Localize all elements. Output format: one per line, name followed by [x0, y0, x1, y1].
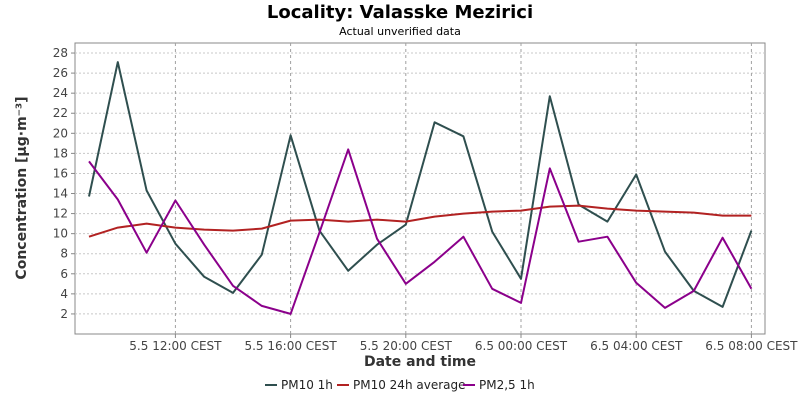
x-tick-label: 5.5 16:00 CEST — [244, 339, 337, 353]
legend-label: PM2,5 1h — [479, 378, 535, 392]
y-tick-label: 24 — [53, 86, 68, 100]
y-tick-label: 22 — [53, 106, 68, 120]
y-tick-label: 26 — [53, 66, 68, 80]
y-tick-label: 28 — [53, 46, 68, 60]
y-tick-label: 14 — [53, 187, 68, 201]
y-tick-label: 2 — [60, 307, 68, 321]
y-axis-label: Concentration [µg·m⁻³] — [14, 96, 30, 279]
x-tick-label: 6.5 04:00 CEST — [590, 339, 683, 353]
series-line-0 — [88, 61, 753, 308]
legend-label: PM10 24h average — [353, 378, 466, 392]
x-tick-label: 5.5 20:00 CEST — [360, 339, 453, 353]
y-tick-label: 12 — [53, 207, 68, 221]
series-layer — [88, 61, 753, 315]
x-ticks: 5.5 12:00 CEST 5.5 16:00 CEST 5.5 20:00 CE… — [129, 334, 798, 353]
x-tick-label: 5.5 12:00 CEST — [129, 339, 222, 353]
y-tick-label: 18 — [53, 146, 68, 160]
x-axis-label: Date and time — [364, 354, 476, 370]
y-tick-label: 20 — [53, 126, 68, 140]
legend: PM10 1h PM10 24h average PM2,5 1h — [265, 378, 535, 392]
y-tick-label: 16 — [53, 166, 68, 180]
series-line-2 — [88, 148, 753, 315]
legend-label: PM10 1h — [281, 378, 333, 392]
series-line-1 — [88, 204, 752, 238]
chart-subtitle: Actual unverified data — [339, 25, 461, 38]
y-tick-label: 4 — [60, 287, 68, 301]
chart-title: Locality: Valasske Mezirici — [267, 2, 533, 23]
y-tick-label: 10 — [53, 227, 68, 241]
y-tick-label: 6 — [60, 267, 68, 281]
y-tick-label: 8 — [60, 247, 68, 261]
x-tick-label: 6.5 08:00 CEST — [705, 339, 798, 353]
x-tick-label: 6.5 00:00 CEST — [475, 339, 568, 353]
plot-area — [74, 42, 766, 335]
